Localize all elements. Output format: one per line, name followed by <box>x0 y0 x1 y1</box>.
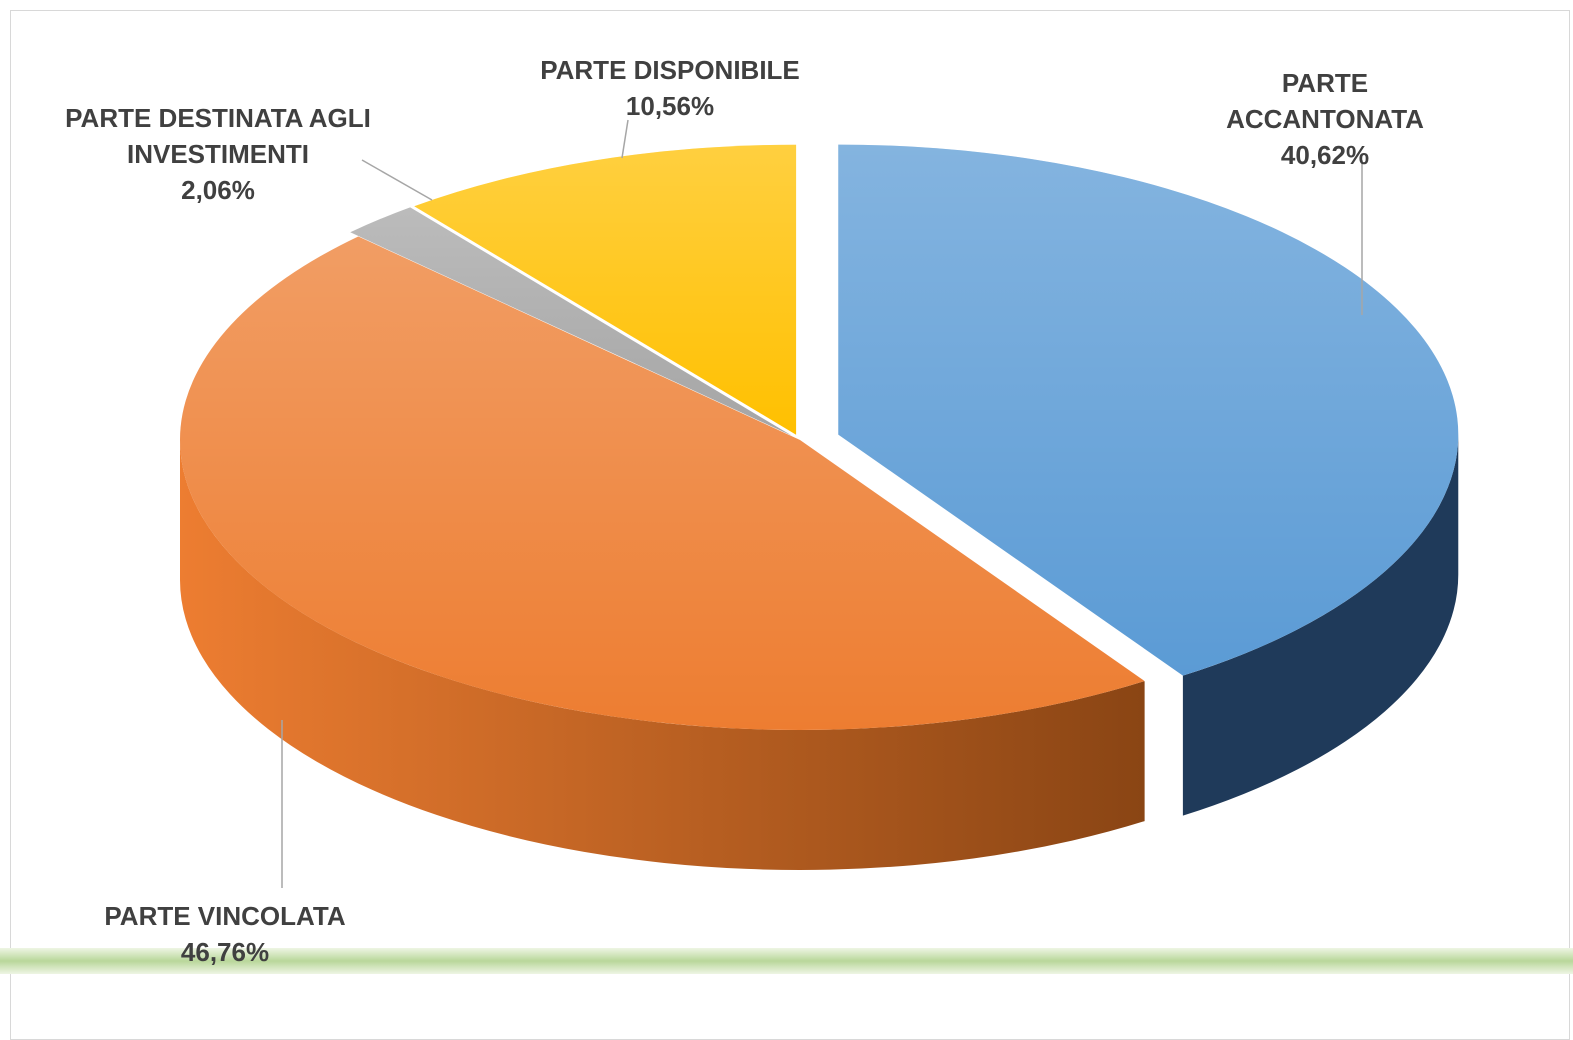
slice-side <box>180 440 1145 870</box>
value-label: 10,56% <box>625 91 715 121</box>
slice-shine <box>350 207 793 436</box>
value-label: 2,06% <box>181 175 255 205</box>
category-label: PARTE DESTINATA AGLI INVESTIMENTI <box>65 103 371 169</box>
category-label: PARTE ACCANTONATA <box>1226 68 1424 134</box>
footer-band <box>0 948 1573 974</box>
slice-shine <box>838 144 1459 676</box>
value-label: 46,76% <box>180 937 270 967</box>
data-label: PARTE DESTINATA AGLI INVESTIMENTI 2,06% <box>58 100 378 208</box>
slice-side <box>1182 434 1459 816</box>
slice-shine <box>179 236 1145 730</box>
slice-shine <box>414 144 797 435</box>
value-label: 40,62% <box>1280 140 1370 170</box>
category-label: PARTE VINCOLATA <box>104 901 346 931</box>
data-label: PARTE ACCANTONATA 40,62% <box>1195 65 1455 173</box>
data-label: PARTE DISPONIBILE 10,56% <box>500 52 840 124</box>
leader-line <box>621 119 629 159</box>
leader-line <box>361 159 433 201</box>
category-label: PARTE DISPONIBILE <box>540 55 800 85</box>
data-label: PARTE VINCOLATA 46,76% <box>65 898 385 970</box>
